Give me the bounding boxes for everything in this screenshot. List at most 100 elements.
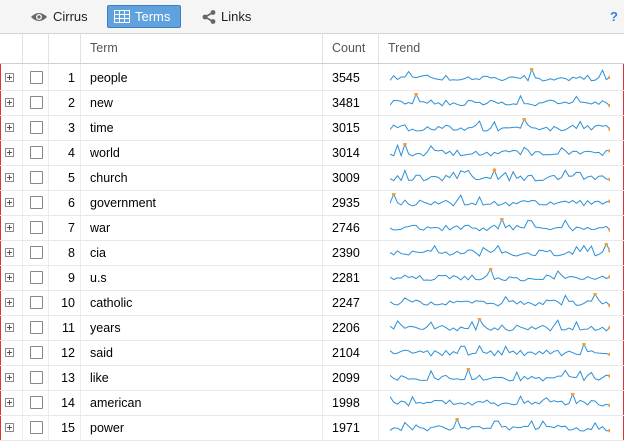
table-row[interactable]: 15 power 1971 bbox=[0, 416, 624, 441]
term-cell: cia bbox=[90, 246, 106, 260]
expand-icon[interactable] bbox=[5, 323, 14, 332]
sparkline-marker bbox=[608, 228, 610, 232]
trend-sparkline bbox=[390, 293, 610, 308]
table-row[interactable]: 11 years 2206 bbox=[0, 316, 624, 341]
row-index: 1 bbox=[68, 71, 75, 85]
count-cell: 3014 bbox=[332, 146, 360, 160]
header-index-column bbox=[48, 34, 80, 63]
trend-sparkline bbox=[390, 143, 610, 158]
expand-icon[interactable] bbox=[5, 98, 14, 107]
row-checkbox[interactable] bbox=[30, 271, 43, 284]
term-cell: years bbox=[90, 321, 121, 335]
expand-icon[interactable] bbox=[5, 223, 14, 232]
sparkline-marker bbox=[455, 418, 459, 421]
table-row[interactable]: 7 war 2746 bbox=[0, 216, 624, 241]
row-checkbox[interactable] bbox=[30, 371, 43, 384]
sparkline-marker bbox=[608, 403, 610, 408]
trend-sparkline bbox=[390, 193, 610, 207]
sparkline-marker bbox=[608, 127, 610, 132]
row-checkbox[interactable] bbox=[30, 171, 43, 184]
row-checkbox[interactable] bbox=[30, 71, 43, 84]
tab-cirrus[interactable]: Cirrus bbox=[24, 5, 94, 28]
row-index: 9 bbox=[68, 271, 75, 285]
row-checkbox[interactable] bbox=[30, 121, 43, 134]
term-cell: like bbox=[90, 371, 109, 385]
row-checkbox[interactable] bbox=[30, 221, 43, 234]
expand-icon[interactable] bbox=[5, 148, 14, 157]
count-cell: 2206 bbox=[332, 321, 360, 335]
header-checkbox-column bbox=[22, 34, 48, 63]
count-cell: 1971 bbox=[332, 421, 360, 435]
row-checkbox[interactable] bbox=[30, 296, 43, 309]
sparkline-marker bbox=[604, 243, 609, 246]
count-cell: 2390 bbox=[332, 246, 360, 260]
table-row[interactable]: 6 government 2935 bbox=[0, 191, 624, 216]
expand-icon[interactable] bbox=[5, 373, 14, 382]
expand-icon[interactable] bbox=[5, 298, 14, 307]
sparkline-marker bbox=[608, 249, 610, 253]
header-count[interactable]: Count bbox=[322, 34, 378, 63]
help-icon[interactable]: ? bbox=[610, 9, 618, 24]
expand-icon[interactable] bbox=[5, 398, 14, 407]
expand-icon[interactable] bbox=[5, 198, 14, 207]
sparkline-marker bbox=[608, 75, 610, 80]
expand-icon[interactable] bbox=[5, 123, 14, 132]
grid-header: Term Count Trend bbox=[0, 34, 624, 64]
column-divider bbox=[322, 64, 323, 441]
table-row[interactable]: 3 time 3015 bbox=[0, 116, 624, 141]
table-row[interactable]: 5 church 3009 bbox=[0, 166, 624, 191]
term-cell: american bbox=[90, 396, 142, 410]
table-row[interactable]: 9 u.s 2281 bbox=[0, 266, 624, 291]
expand-icon[interactable] bbox=[5, 248, 14, 257]
expand-icon[interactable] bbox=[5, 423, 14, 432]
sparkline-marker bbox=[608, 325, 610, 330]
tab-terms[interactable]: Terms bbox=[107, 5, 181, 28]
row-checkbox[interactable] bbox=[30, 421, 43, 434]
expand-icon[interactable] bbox=[5, 273, 14, 282]
row-index: 4 bbox=[68, 146, 75, 160]
toolbar: Cirrus Terms Links ? bbox=[0, 0, 624, 34]
column-divider bbox=[48, 64, 49, 441]
term-cell: government bbox=[90, 196, 157, 210]
row-index: 15 bbox=[61, 421, 75, 435]
expand-icon[interactable] bbox=[5, 348, 14, 357]
term-cell: church bbox=[90, 171, 128, 185]
expand-icon[interactable] bbox=[5, 73, 14, 82]
table-row[interactable]: 14 american 1998 bbox=[0, 391, 624, 416]
table-row[interactable]: 12 said 2104 bbox=[0, 341, 624, 366]
sparkline-marker bbox=[403, 143, 407, 146]
sparkline-marker bbox=[500, 218, 504, 221]
row-checkbox[interactable] bbox=[30, 246, 43, 259]
term-cell: time bbox=[90, 121, 114, 135]
header-trend[interactable]: Trend bbox=[378, 34, 624, 63]
table-row[interactable]: 1 people 3545 bbox=[0, 66, 624, 91]
trend-sparkline bbox=[390, 243, 610, 257]
row-index: 7 bbox=[68, 221, 75, 235]
table-row[interactable]: 10 catholic 2247 bbox=[0, 291, 624, 316]
trend-sparkline bbox=[390, 93, 610, 108]
row-checkbox[interactable] bbox=[30, 321, 43, 334]
table-row[interactable]: 2 new 3481 bbox=[0, 91, 624, 116]
row-checkbox[interactable] bbox=[30, 346, 43, 359]
table-row[interactable]: 13 like 2099 bbox=[0, 366, 624, 391]
row-checkbox[interactable] bbox=[30, 196, 43, 209]
sparkline-marker bbox=[529, 68, 534, 71]
table-row[interactable]: 4 world 3014 bbox=[0, 141, 624, 166]
row-index: 2 bbox=[68, 96, 75, 110]
term-cell: power bbox=[90, 421, 125, 435]
header-term[interactable]: Term bbox=[80, 34, 322, 63]
count-cell: 2746 bbox=[332, 221, 360, 235]
row-index: 3 bbox=[68, 121, 75, 135]
tab-terms-label: Terms bbox=[135, 9, 171, 24]
sparkline-marker bbox=[593, 293, 597, 296]
expand-icon[interactable] bbox=[5, 173, 14, 182]
sparkline-marker bbox=[608, 177, 610, 182]
row-checkbox[interactable] bbox=[30, 146, 43, 159]
row-checkbox[interactable] bbox=[30, 96, 43, 109]
trend-sparkline bbox=[390, 168, 610, 183]
tab-links[interactable]: Links bbox=[196, 5, 257, 28]
count-cell: 2104 bbox=[332, 346, 360, 360]
table-row[interactable]: 8 cia 2390 bbox=[0, 241, 624, 266]
row-checkbox[interactable] bbox=[30, 396, 43, 409]
row-index: 5 bbox=[68, 171, 75, 185]
